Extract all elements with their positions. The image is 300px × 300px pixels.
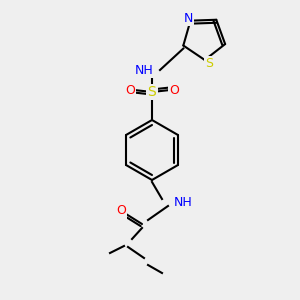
Text: O: O bbox=[116, 205, 126, 218]
Text: N: N bbox=[184, 12, 193, 25]
Text: S: S bbox=[205, 58, 213, 70]
Text: NH: NH bbox=[135, 64, 153, 76]
Text: O: O bbox=[125, 83, 135, 97]
Text: NH: NH bbox=[174, 196, 193, 208]
Text: O: O bbox=[169, 83, 179, 97]
Text: S: S bbox=[148, 85, 156, 99]
